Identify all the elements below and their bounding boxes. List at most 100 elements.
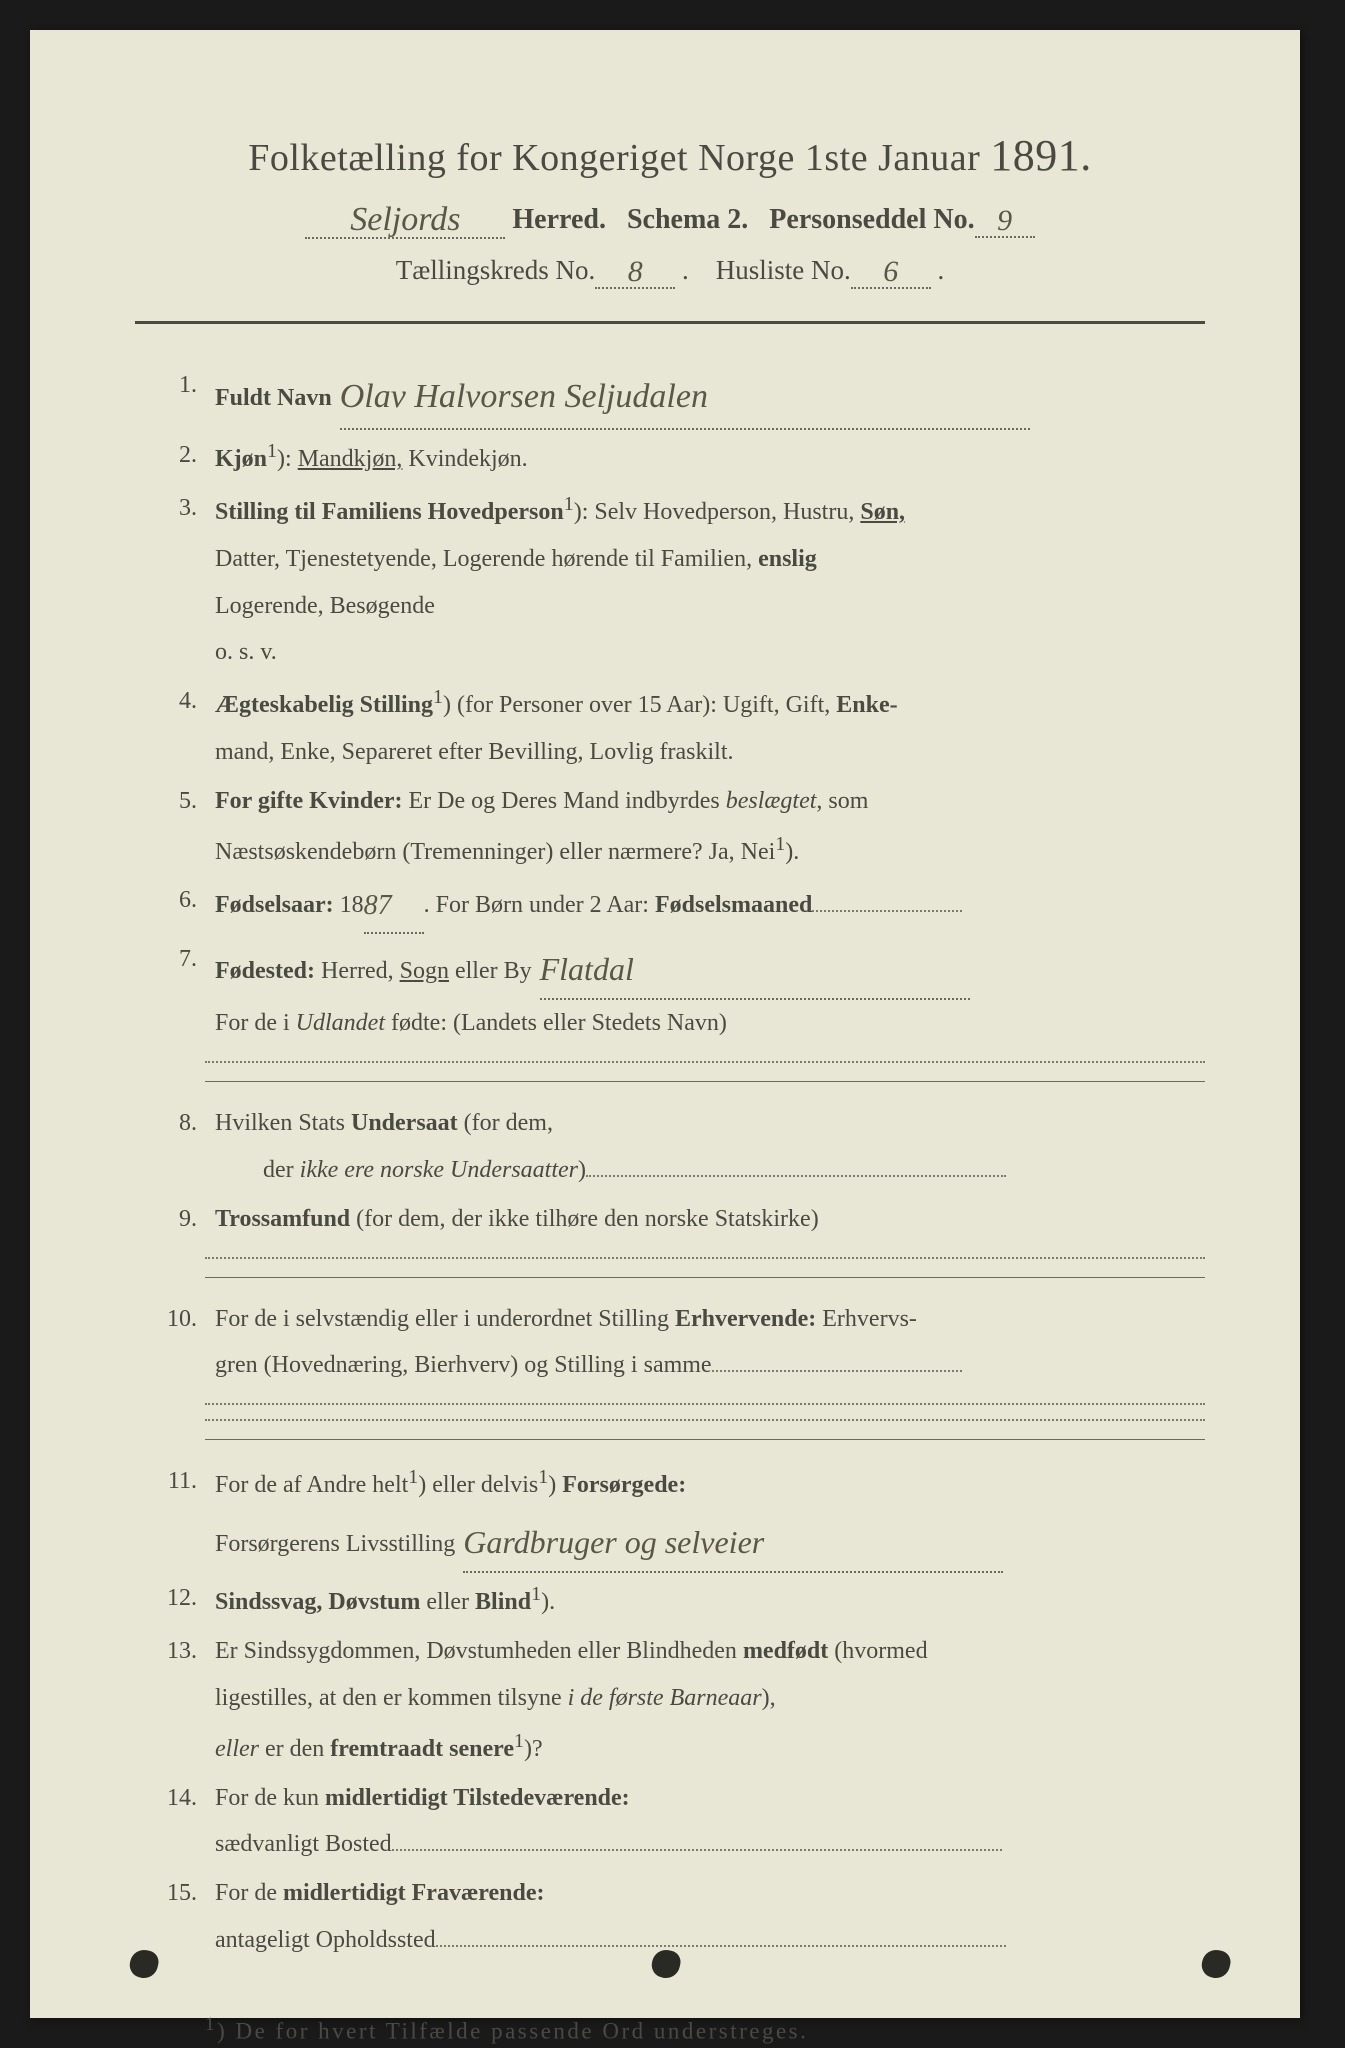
item-4-enke: Enke- (836, 692, 897, 718)
name-value: Olav Halvorsen Seljudalen (340, 378, 708, 415)
item-2-paren: ): (277, 446, 292, 472)
item-2-kvindekjon: Kvindekjøn. (402, 446, 527, 472)
item-13-a: Er Sindssygdommen, Døvstumheden eller Bl… (215, 1638, 743, 1664)
item-3-enslig: enslig (758, 546, 817, 572)
item-7-d: For de i (215, 1010, 296, 1036)
item-8-f: ) (578, 1157, 586, 1183)
item-4-sup: 1 (433, 686, 443, 708)
item-3-e: o. s. v. (215, 639, 277, 665)
husliste-label: Husliste No. (716, 255, 851, 285)
item-4-b: ) (for Personer over 15 Aar): Ugift, Gif… (443, 692, 836, 718)
item-11-b: ) eller delvis (418, 1472, 538, 1498)
item-10-c: Erhvervs- (816, 1306, 917, 1332)
item-12-b: eller (420, 1589, 475, 1615)
item-7-content: Fødested: Herred, Sogn eller ByFlatdal F… (215, 936, 1205, 1047)
item-11-c: ) (548, 1472, 562, 1498)
item-6-d: Fødselsmaaned (655, 892, 812, 918)
item-3-content: Stilling til Familiens Hovedperson1): Se… (215, 485, 1205, 676)
items-list: 1. Fuldt NavnOlav Halvorsen Seljudalen 2… (135, 362, 1205, 1964)
item-3-num: 3. (135, 485, 215, 532)
item-3-c: Datter, Tjenestetyende, Logerende hørend… (215, 546, 758, 572)
item-5-content: For gifte Kvinder: Er De og Deres Mand i… (215, 778, 1205, 876)
item-3-label: Stilling til Familiens Hovedperson (215, 499, 564, 525)
personseddel-field: 9 (975, 202, 1035, 238)
item-12-num: 12. (135, 1575, 215, 1622)
item-7-sogn: Sogn (400, 958, 449, 984)
item-1: 1. Fuldt NavnOlav Halvorsen Seljudalen (135, 362, 1205, 430)
item-8-d: der (263, 1157, 300, 1183)
item-1-label: Fuldt Navn (215, 385, 332, 411)
item-7-udl: Udlandet (296, 1010, 385, 1036)
item-13-b: medfødt (743, 1638, 828, 1664)
item-10: 10. For de i selvstændig eller i underor… (135, 1296, 1205, 1390)
item-10-b: Erhvervende: (675, 1306, 816, 1332)
item-8-e: ikke ere norske Undersaatter (300, 1157, 578, 1183)
item-9-content: Trossamfund (for dem, der ikke tilhøre d… (215, 1196, 1205, 1243)
schema-label: Schema 2. (627, 204, 748, 235)
item-6: 6. Fødselsaar: 1887. For Børn under 2 Aa… (135, 877, 1205, 934)
item-5-e: ). (785, 839, 799, 865)
item-6-c: . For Børn under 2 Aar: (424, 892, 655, 918)
item-7: 7. Fødested: Herred, Sogn eller ByFlatda… (135, 936, 1205, 1047)
item-11: 11. For de af Andre helt1) eller delvis1… (135, 1458, 1205, 1573)
item-15-content: For de midlertidigt Fraværende: antageli… (215, 1870, 1205, 1964)
item-8-blank (586, 1149, 1006, 1177)
item-4-c: mand, Enke, Separeret efter Bevilling, L… (215, 739, 734, 765)
item-2-label: Kjøn (215, 446, 267, 472)
item-13: 13. Er Sindssygdommen, Døvstumheden elle… (135, 1628, 1205, 1772)
item-7-num: 7. (135, 936, 215, 983)
subheader-line-1: Seljords Herred. Schema 2. Personseddel … (135, 199, 1205, 239)
item-9: 9. Trossamfund (for dem, der ikke tilhør… (135, 1196, 1205, 1243)
footnote-text: ) De for hvert Tilfælde passende Ord und… (217, 2018, 808, 2043)
item-13-h: er den (259, 1736, 330, 1762)
item-3: 3. Stilling til Familiens Hovedperson1):… (135, 485, 1205, 676)
main-divider (135, 321, 1205, 324)
item-11-sup1: 1 (408, 1466, 418, 1488)
item-11-num: 11. (135, 1458, 215, 1505)
footnote-sup: 1 (205, 2014, 217, 2035)
item-10-content: For de i selvstændig eller i underordnet… (215, 1296, 1205, 1390)
item-11-e: Forsørgerens Livsstilling (215, 1531, 455, 1557)
item-8-content: Hvilken Stats Undersaat (for dem, der ik… (215, 1100, 1205, 1194)
item-2-sup: 1 (267, 440, 277, 462)
item-7-e: fødte: (Landets eller Stedets Navn) (385, 1010, 727, 1036)
item-14-b: midlertidigt Tilstedeværende: (325, 1785, 630, 1811)
item-15-a: For de (215, 1880, 283, 1906)
item-13-num: 13. (135, 1628, 215, 1675)
item-13-g: eller (215, 1736, 259, 1762)
item-14-num: 14. (135, 1775, 215, 1822)
item-11-d: Forsørgede: (562, 1472, 686, 1498)
title-text: Folketælling for Kongeriget Norge 1ste J… (248, 137, 980, 179)
item-13-e: i de første Barneaar (568, 1685, 762, 1711)
item-9-a: Trossamfund (215, 1206, 350, 1232)
item-5-sup: 1 (775, 833, 785, 855)
item-14: 14. For de kun midlertidigt Tilstedevære… (135, 1775, 1205, 1869)
item-13-d: ligestilles, at den er kommen tilsyne (215, 1685, 568, 1711)
month-blank (812, 884, 962, 912)
item-10-num: 10. (135, 1296, 215, 1343)
item-15-c: antageligt Opholdssted (215, 1927, 436, 1953)
item-2-content: Kjøn1): Mandkjøn, Kvindekjøn. (215, 432, 1205, 483)
item-5-label: For gifte Kvinder: (215, 788, 403, 814)
item-14-a: For de kun (215, 1785, 325, 1811)
dotted-rule-7 (205, 1061, 1205, 1063)
item-9-b: (for dem, der ikke tilhøre den norske St… (350, 1206, 819, 1232)
subheader-line-2: Tællingskreds No.8 . Husliste No.6 . (135, 253, 1205, 289)
item-10-d: gren (Hovednæring, Bierhverv) og Stillin… (215, 1352, 712, 1378)
birthplace-value: Flatdal (540, 951, 634, 987)
herred-label: Herred. (512, 204, 606, 235)
item-11-a: For de af Andre helt (215, 1472, 408, 1498)
item-12-d: ). (541, 1589, 555, 1615)
kreds-field: 8 (595, 253, 675, 289)
personseddel-label: Personseddel No. (769, 204, 974, 235)
personseddel-no: 9 (997, 204, 1012, 237)
item-3-son: Søn, (860, 499, 905, 525)
footnote: 1) De for hvert Tilfælde passende Ord un… (205, 2014, 1205, 2045)
item-2-num: 2. (135, 432, 215, 479)
item-6-content: Fødselsaar: 1887. For Børn under 2 Aar: … (215, 877, 1205, 934)
birthplace-field: Flatdal (540, 936, 970, 1000)
item-6-num: 6. (135, 877, 215, 924)
thin-rule-3 (205, 1439, 1205, 1440)
item-12-c: Blind (475, 1589, 531, 1615)
item-5-num: 5. (135, 778, 215, 825)
